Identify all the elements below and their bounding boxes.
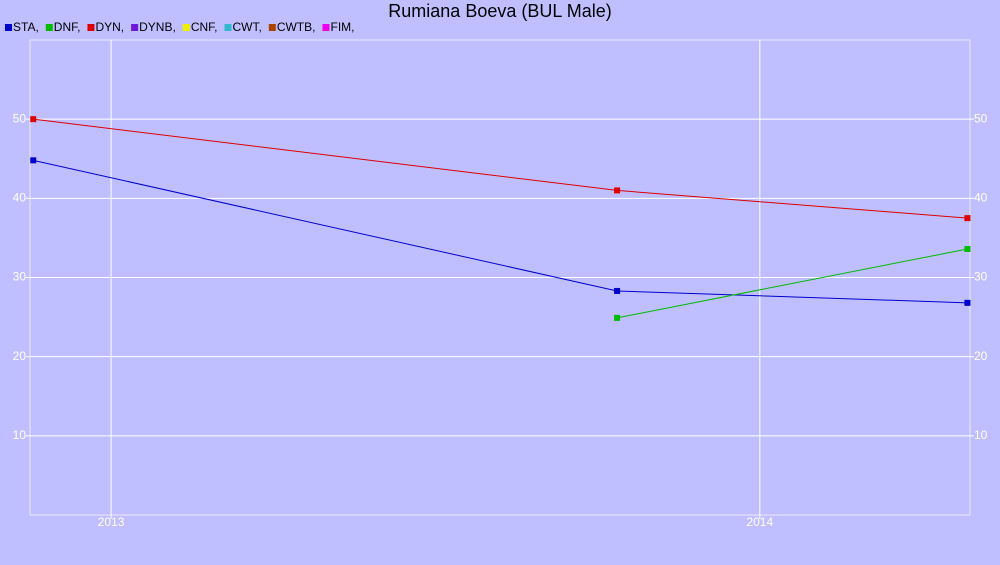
chart-title: Rumiana Boeva (BUL Male) (388, 1, 611, 21)
data-point (30, 157, 37, 164)
legend-label: CWTB, (277, 20, 316, 34)
data-point (614, 287, 621, 294)
data-point (30, 116, 37, 123)
legend-label: FIM, (330, 20, 354, 34)
legend-label: CWT, (232, 20, 261, 34)
y-tick-label: 20 (13, 349, 27, 363)
legend-label: DNF, (54, 20, 81, 34)
x-tick-label: 2014 (746, 515, 773, 529)
y2-tick-label: 40 (974, 191, 988, 205)
legend-swatch (5, 24, 12, 31)
legend-label: CNF, (191, 20, 218, 34)
y2-tick-label: 20 (974, 349, 988, 363)
data-point (614, 314, 621, 321)
y-tick-label: 40 (13, 191, 27, 205)
data-point (964, 246, 971, 252)
y2-tick-label: 30 (974, 270, 988, 284)
legend-swatch (45, 24, 53, 31)
y-tick-label: 10 (13, 428, 27, 442)
y2-tick-label: 50 (974, 111, 988, 125)
x-tick-label: 2013 (98, 515, 125, 529)
data-point (964, 299, 971, 306)
data-point (614, 187, 621, 194)
y2-tick-label: 10 (974, 428, 988, 442)
y-tick-label: 30 (13, 270, 27, 284)
legend-swatch (131, 24, 139, 31)
series-line (616, 248, 968, 319)
y-tick-label: 50 (13, 111, 27, 125)
legend-swatch (182, 24, 190, 31)
legend-swatch (322, 24, 330, 31)
legend-label: DYNB, (139, 20, 176, 34)
legend-swatch (87, 24, 95, 31)
legend-label: DYN, (95, 20, 124, 34)
legend-swatch (224, 24, 232, 31)
legend-label: STA, (13, 20, 39, 34)
data-point (964, 215, 971, 222)
legend-swatch (268, 24, 276, 31)
